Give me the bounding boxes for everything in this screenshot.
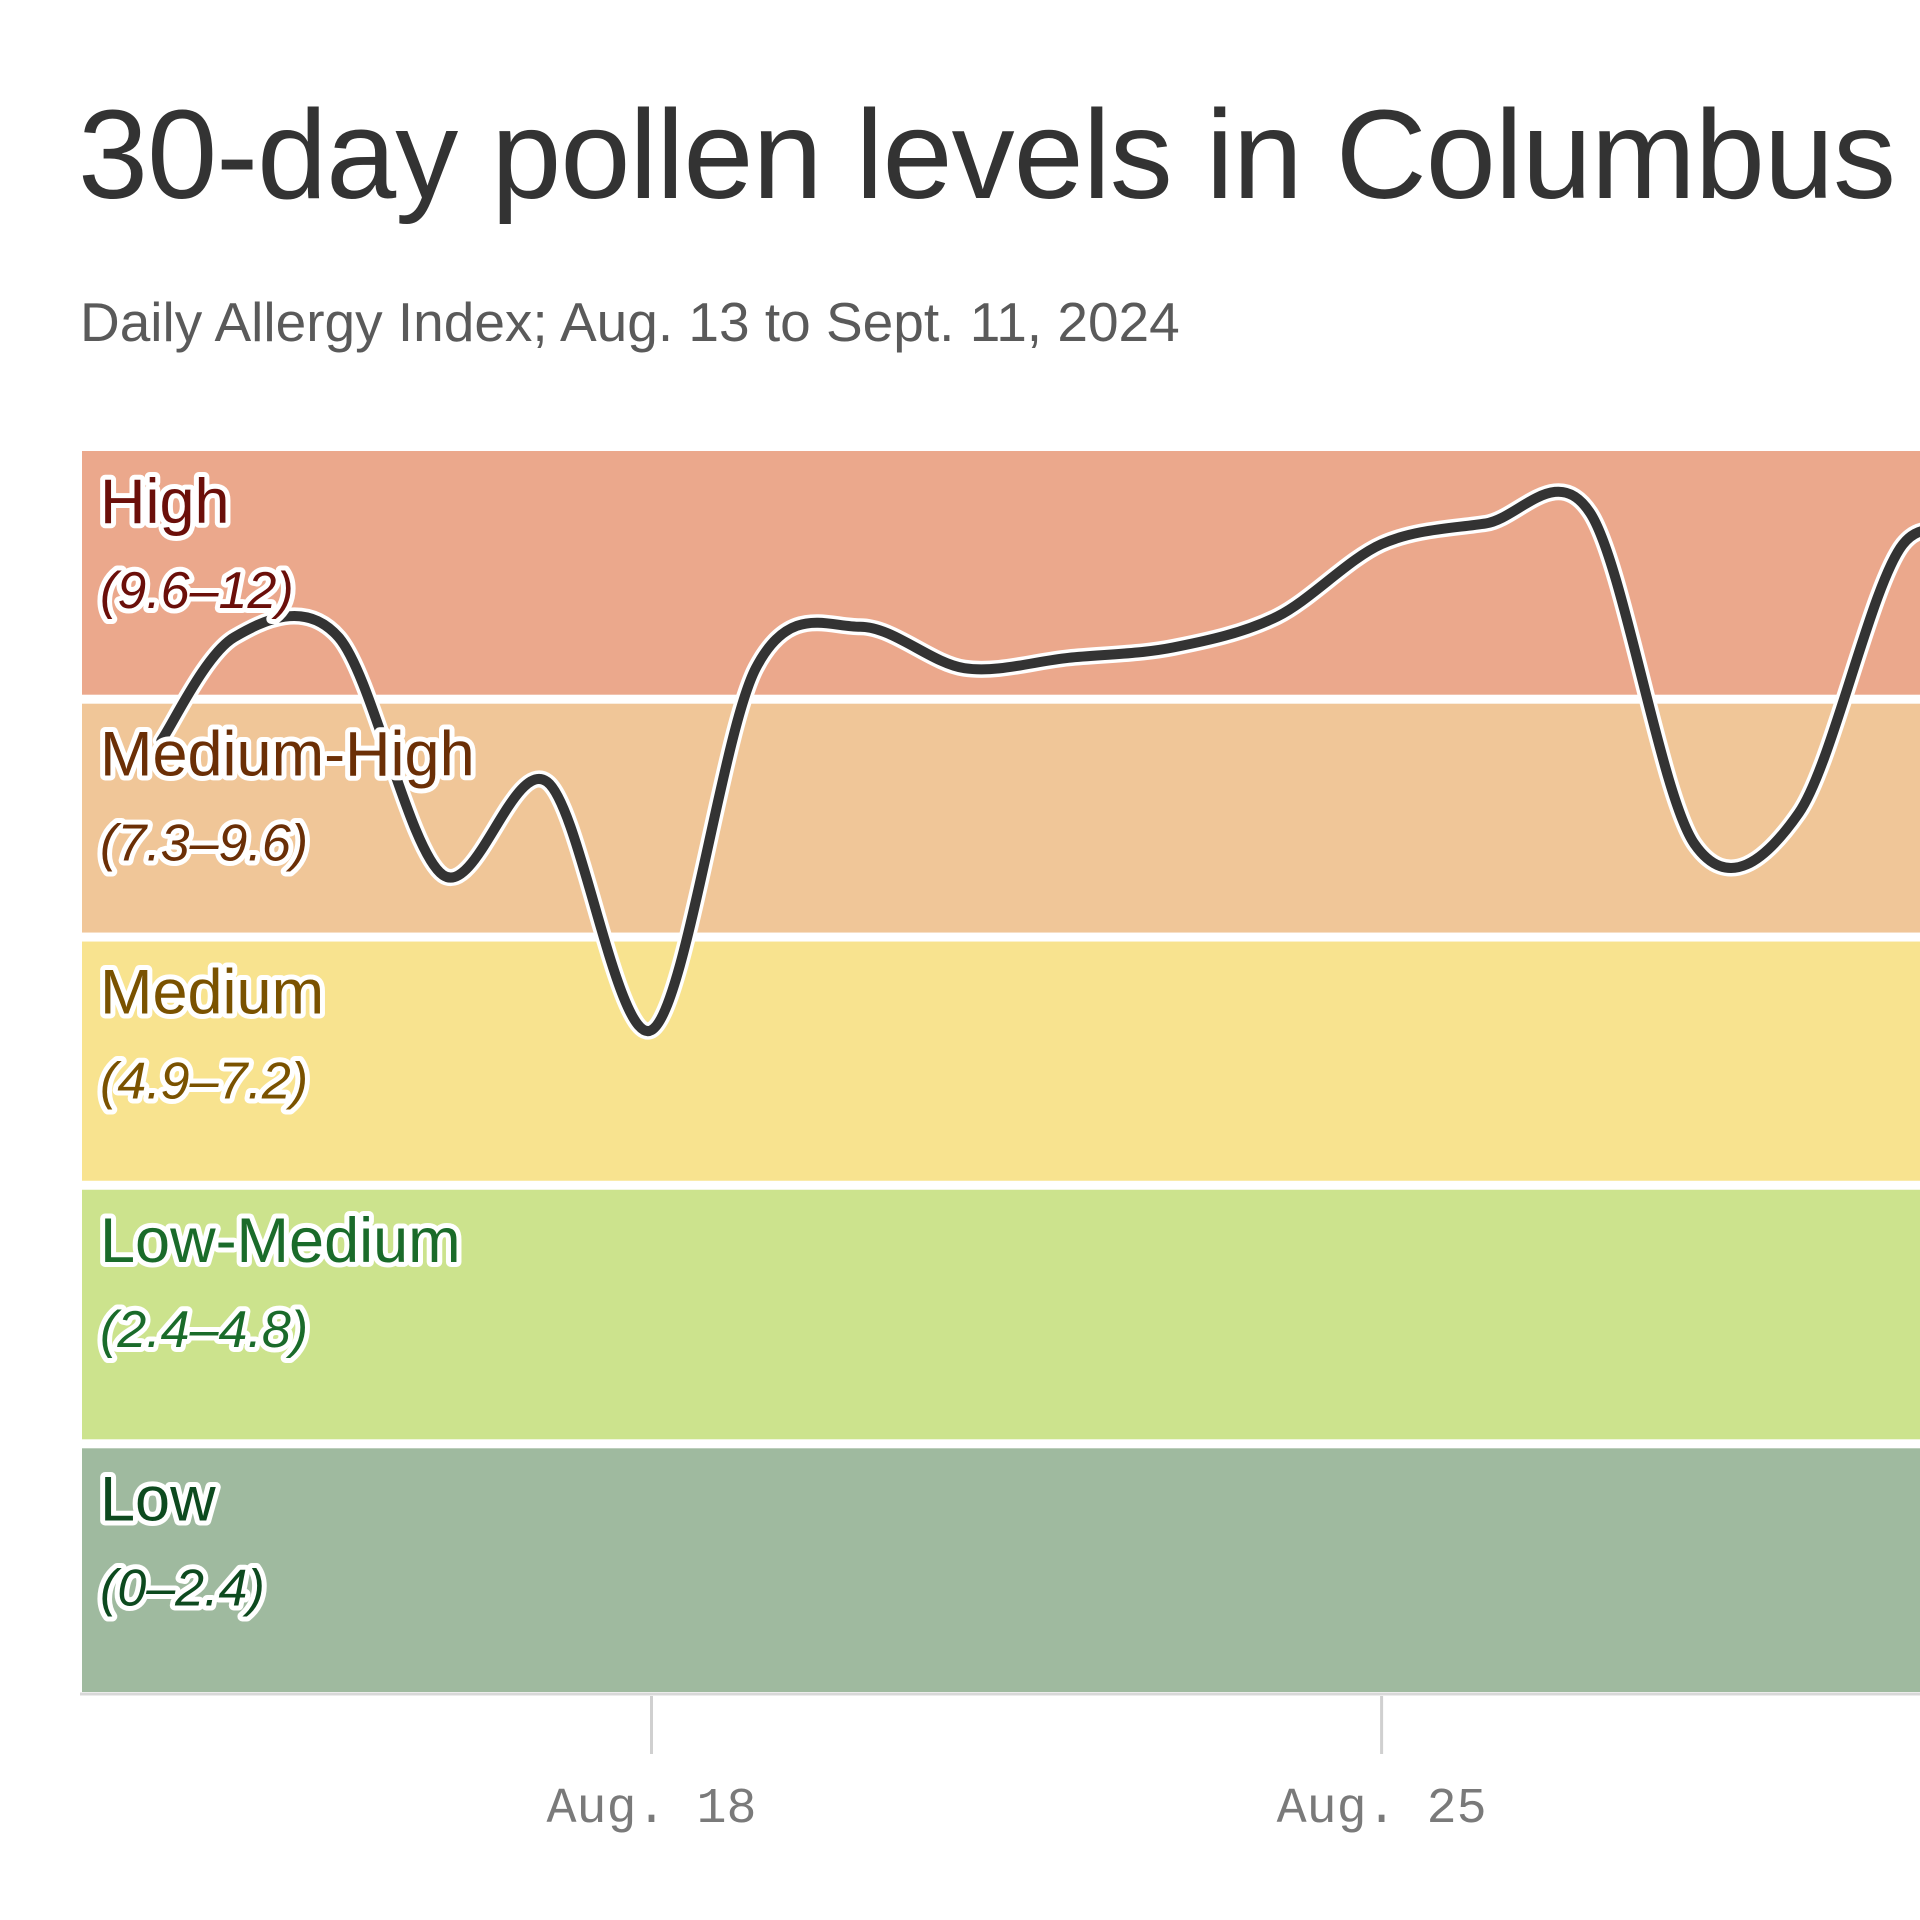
x-tick-label-aug-18: Aug. 18 bbox=[546, 1781, 756, 1838]
band-labels: High (9.6–12) Medium-High (7.3–9.6) Medium (4… bbox=[95, 462, 480, 1622]
band-range-high: (9.6–12) bbox=[100, 562, 294, 620]
band-label-medium-high: Medium-High bbox=[100, 720, 475, 790]
series-line-layer bbox=[152, 483, 1920, 1040]
band-range-medium-high: (7.3–9.6) bbox=[100, 815, 308, 873]
risk-bands bbox=[82, 451, 1920, 1692]
band-range-low-medium: (2.4–4.8) bbox=[100, 1301, 308, 1359]
x-axis: Aug. 18 Aug. 25 bbox=[80, 1692, 1920, 1838]
band-label-low: Low bbox=[100, 1464, 216, 1534]
band-low bbox=[82, 1448, 1920, 1692]
band-range-low: (0–2.4) bbox=[100, 1559, 265, 1617]
band-label-low-medium: Low-Medium bbox=[100, 1206, 461, 1276]
band-low-medium bbox=[82, 1189, 1920, 1440]
x-tick-label-aug-25: Aug. 25 bbox=[1277, 1781, 1487, 1838]
chart-subtitle: Daily Allergy Index; Aug. 13 to Sept. 11… bbox=[80, 291, 1180, 353]
band-range-medium: (4.9–7.2) bbox=[100, 1053, 308, 1111]
band-medium bbox=[82, 941, 1920, 1181]
series-line-0 bbox=[156, 486, 1920, 1036]
band-label-medium: Medium bbox=[100, 958, 324, 1028]
chart-title: 30-day pollen levels in Columbus bbox=[78, 84, 1896, 225]
band-label-high: High bbox=[100, 467, 230, 537]
